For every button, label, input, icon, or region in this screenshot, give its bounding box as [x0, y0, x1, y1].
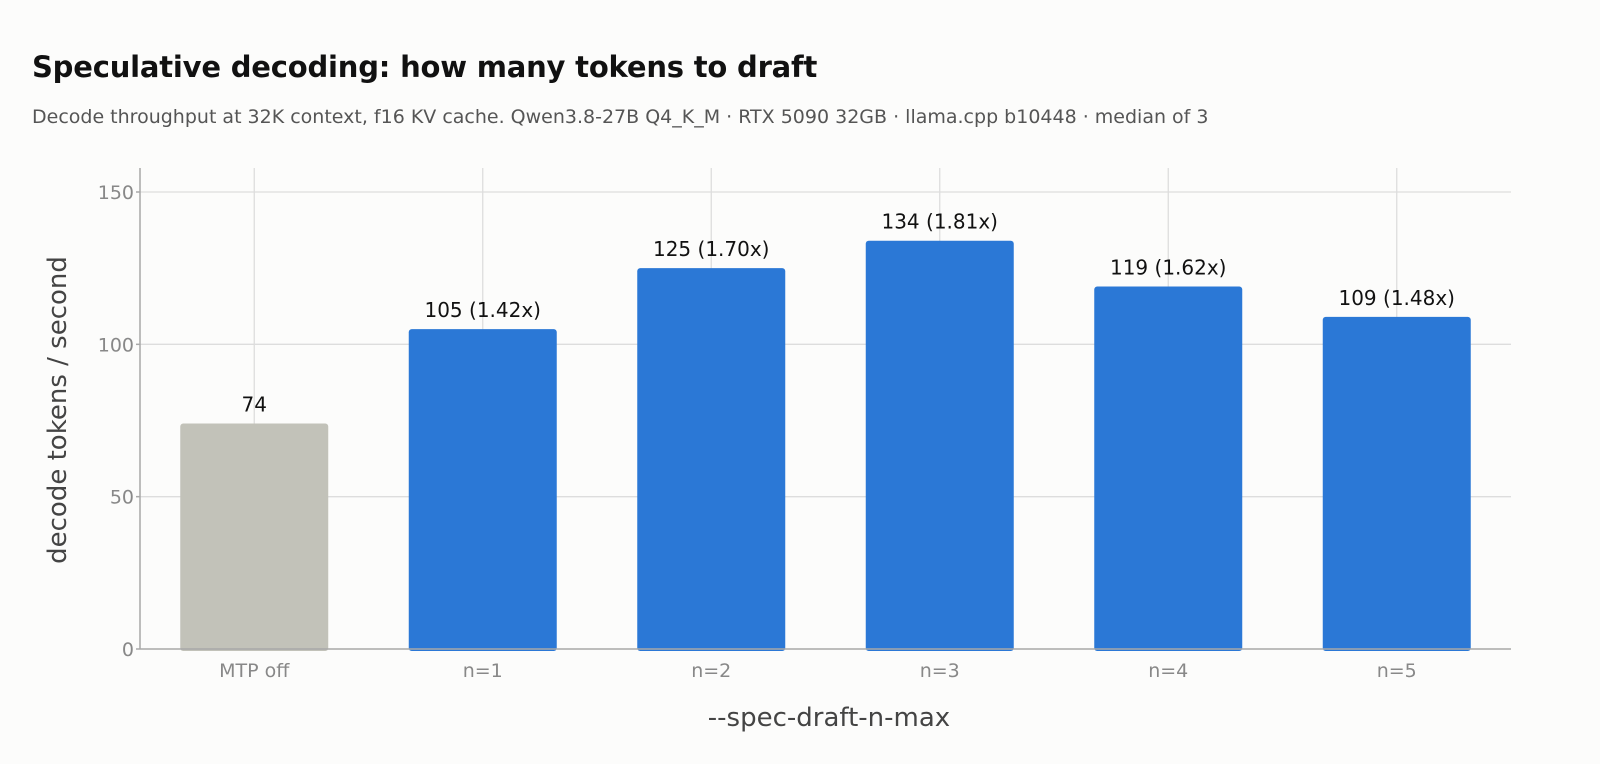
y-tick-label: 50 [110, 487, 134, 509]
x-tick-label: n=2 [691, 660, 731, 682]
y-tick-label: 100 [98, 334, 134, 356]
y-tick-label: 150 [98, 182, 134, 204]
bar [637, 268, 786, 651]
bar [408, 329, 557, 651]
bar-data-label: 119 (1.62x) [1110, 255, 1227, 279]
axes-layer [136, 168, 1511, 650]
bars-layer [180, 240, 1471, 651]
x-tick-label: n=5 [1377, 660, 1417, 682]
x-tick-label: n=4 [1148, 660, 1188, 682]
bar-data-label: 134 (1.81x) [881, 210, 998, 234]
bar-data-label: 105 (1.42x) [424, 298, 541, 322]
grid-layer [140, 168, 1511, 649]
bar [180, 423, 329, 651]
bar [1322, 316, 1471, 651]
x-tick-label: n=1 [463, 660, 503, 682]
chart-subtitle: Decode throughput at 32K context, f16 KV… [32, 106, 1209, 128]
bar [865, 240, 1014, 651]
bar [1094, 286, 1243, 651]
x-axis-label: --spec-draft-n-max [708, 703, 950, 733]
y-tick-label: 0 [122, 639, 134, 661]
bar-data-label: 74 [242, 393, 267, 417]
labels-layer: 0 50 100 150 74 MTP off 105 (1.42x) n=1 125 (1.7… [98, 182, 1455, 682]
bar-data-label: 125 (1.70x) [653, 237, 770, 261]
chart-title: Speculative decoding: how many tokens to… [32, 50, 818, 84]
x-tick-label: n=3 [920, 660, 960, 682]
bar-data-label: 109 (1.48x) [1338, 286, 1455, 310]
y-axis-label: decode tokens / second [43, 256, 73, 564]
x-tick-label: MTP off [219, 660, 290, 682]
